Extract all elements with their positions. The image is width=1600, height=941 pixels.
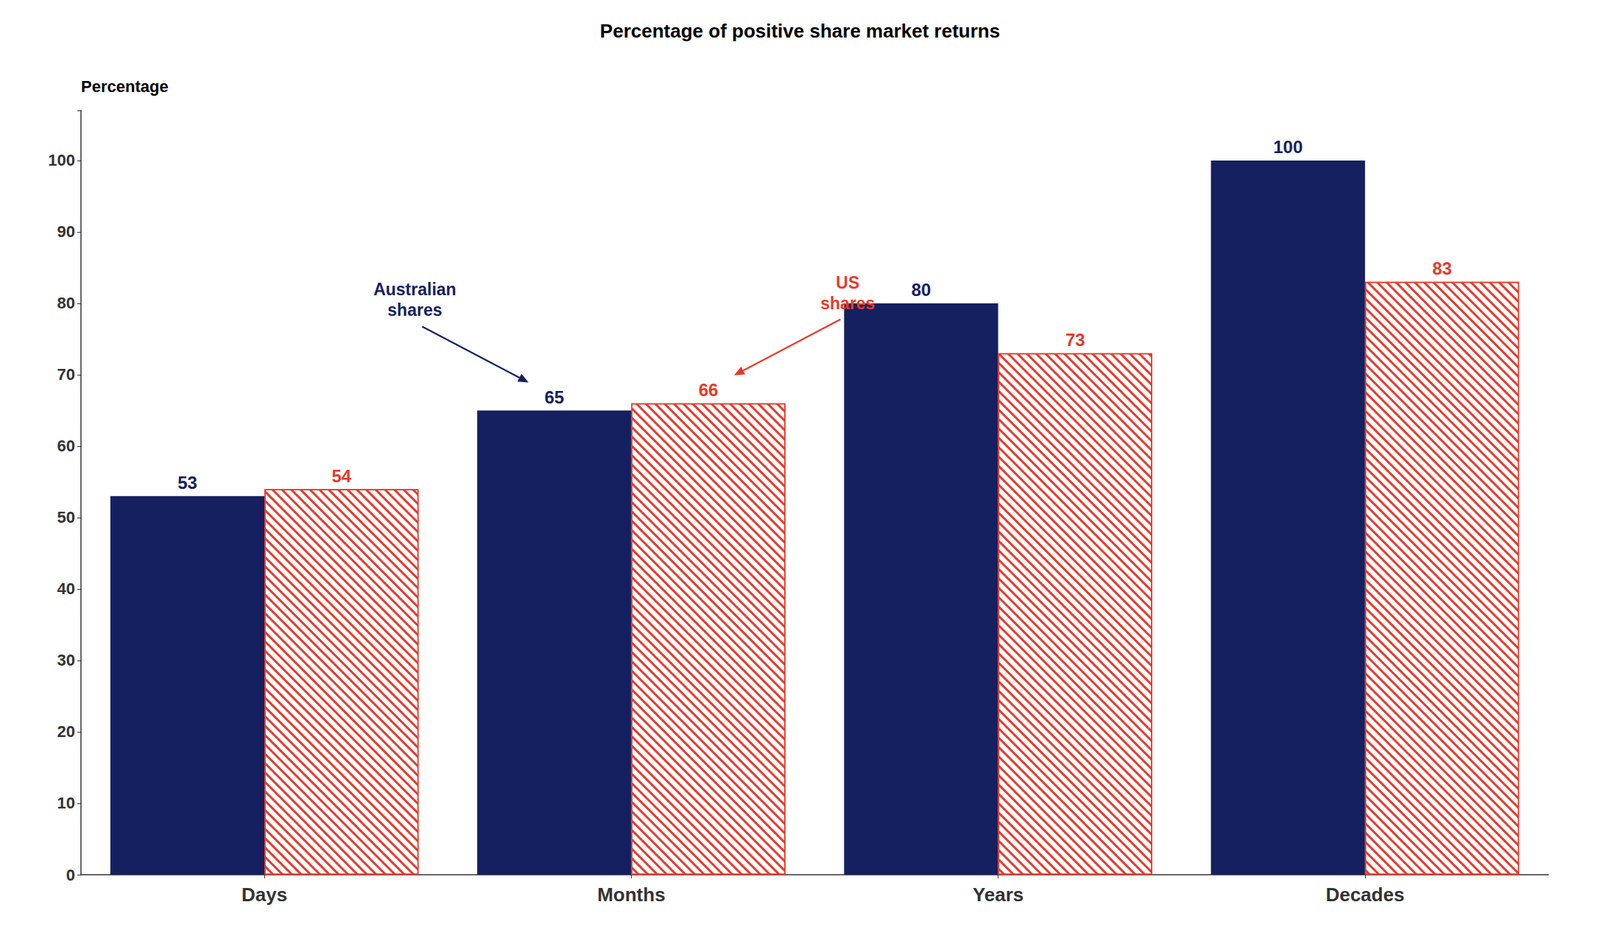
svg-text:65: 65 — [544, 387, 565, 408]
svg-text:60: 60 — [57, 436, 76, 456]
svg-text:20: 20 — [57, 722, 76, 741]
svg-text:Days: Days — [241, 883, 288, 906]
svg-text:Percentage: Percentage — [80, 77, 169, 96]
svg-text:Decades: Decades — [1325, 883, 1405, 906]
svg-text:0: 0 — [66, 865, 76, 885]
svg-text:10: 10 — [57, 793, 76, 813]
svg-text:Months: Months — [597, 883, 665, 906]
svg-text:80: 80 — [911, 279, 932, 300]
svg-text:80: 80 — [57, 293, 76, 313]
svg-text:83: 83 — [1432, 258, 1453, 279]
svg-text:100: 100 — [1273, 136, 1303, 157]
svg-text:70: 70 — [57, 365, 76, 384]
svg-text:90: 90 — [57, 222, 76, 241]
svg-text:100: 100 — [47, 150, 76, 170]
svg-text:66: 66 — [698, 379, 719, 400]
svg-text:53: 53 — [177, 472, 198, 493]
svg-text:73: 73 — [1065, 329, 1086, 350]
svg-text:shares: shares — [387, 300, 442, 320]
svg-text:30: 30 — [57, 650, 76, 670]
svg-text:shares: shares — [820, 293, 875, 313]
svg-text:54: 54 — [331, 466, 352, 486]
svg-text:50: 50 — [57, 508, 76, 527]
svg-text:40: 40 — [57, 579, 76, 598]
svg-text:Australian: Australian — [373, 279, 456, 299]
svg-text:Years: Years — [972, 883, 1024, 906]
svg-text:US: US — [835, 273, 860, 293]
svg-text:Percentage of positive share m: Percentage of positive share market retu… — [600, 19, 1000, 42]
